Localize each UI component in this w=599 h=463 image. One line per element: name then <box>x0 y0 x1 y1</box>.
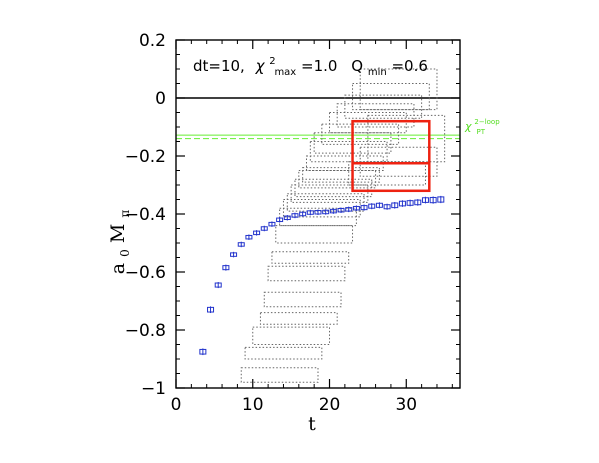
chpt-label-sup: 2−loop <box>474 118 500 126</box>
x-tick-label-0: 0 <box>171 395 182 415</box>
data-point-15 <box>314 209 322 215</box>
x-tick-label-3: 30 <box>395 395 417 415</box>
data-point-27 <box>406 199 414 207</box>
data-point-4 <box>230 251 238 258</box>
y-tick-label-5: 0 <box>155 89 166 109</box>
annotation-text: dt=10, χ 2 max =1.0 Q min =0.6 <box>193 50 428 79</box>
y-tick-label-1: −0.8 <box>125 321 166 341</box>
data-point-11 <box>283 215 291 221</box>
fit-box-2 <box>252 326 331 346</box>
fit-box-22 <box>352 83 430 111</box>
data-point-14 <box>306 209 314 216</box>
data-point-13 <box>299 211 307 217</box>
data-point-3 <box>222 264 230 271</box>
best-fit-box <box>351 119 431 193</box>
data-point-8 <box>260 225 268 232</box>
data-point-16 <box>322 209 330 215</box>
fit-box-1 <box>244 346 323 360</box>
fit-box-14 <box>302 167 380 183</box>
ticks-layer: −1 −0.8 −0.6 −0.4 −0.2 0 0.2 0 10 20 30 <box>125 31 460 415</box>
data-point-5 <box>237 241 245 248</box>
data-point-20 <box>352 205 360 211</box>
annotation-chi-sub: max <box>274 67 296 78</box>
data-points-layer <box>199 195 445 356</box>
data-point-2 <box>214 282 222 289</box>
fit-box-7 <box>275 225 354 244</box>
data-point-9 <box>268 221 276 227</box>
data-point-25 <box>391 201 399 209</box>
fit-box-26 <box>348 161 426 186</box>
annotation-q-sub: min <box>368 67 387 78</box>
data-point-7 <box>253 230 261 236</box>
data-point-30 <box>429 196 437 204</box>
y-tick-label-2: −0.6 <box>125 263 166 283</box>
fit-box-5 <box>267 265 346 282</box>
y-axis-title-sub: 0 <box>118 249 132 257</box>
y-axis-title-a: a <box>107 263 129 274</box>
best-fit-layer <box>351 119 431 193</box>
fit-box-4 <box>263 291 342 308</box>
chpt-label: χ 2−loop PT <box>464 117 503 136</box>
x-tick-label-1: 10 <box>242 395 264 415</box>
data-point-1 <box>207 306 215 314</box>
y-axis-title: a 0 M π <box>107 210 134 275</box>
y-tick-label-6: 0.2 <box>139 31 166 51</box>
data-point-24 <box>383 203 391 210</box>
data-point-19 <box>345 206 353 213</box>
annotation-chi-value: =1.0 <box>301 57 337 75</box>
annotation-q-value: =0.6 <box>391 57 427 75</box>
data-point-22 <box>368 203 376 210</box>
y-axis-title-sub2: π <box>118 210 132 218</box>
annotation-dt: dt=10, <box>193 57 245 75</box>
fit-box-9 <box>282 199 361 218</box>
data-point-28 <box>414 199 422 206</box>
fit-box-3 <box>259 312 338 325</box>
chpt-band-layer <box>176 97 460 140</box>
fit-box-11 <box>290 184 369 203</box>
x-axis-title: t <box>308 413 316 435</box>
data-point-18 <box>337 207 345 213</box>
fit-box-23 <box>359 68 438 111</box>
y-tick-label-4: −0.2 <box>125 147 166 167</box>
chpt-label-main: χ <box>464 120 472 133</box>
data-point-26 <box>398 200 406 207</box>
y-axis-title-m: M <box>107 224 129 243</box>
annotation-q: Q <box>351 57 363 75</box>
data-point-17 <box>329 208 337 214</box>
y-tick-label-0: −1 <box>141 379 166 399</box>
fit-box-6 <box>271 251 350 264</box>
fit-box-13 <box>298 170 377 189</box>
fit-box-8 <box>279 207 357 227</box>
annotation-chi-sup: 2 <box>269 56 275 67</box>
fit-box-12 <box>294 178 373 198</box>
data-point-10 <box>276 217 284 223</box>
fit-box-0 <box>240 367 319 383</box>
annotation-chi: χ <box>255 57 266 75</box>
data-point-23 <box>375 202 383 209</box>
chpt-label-sub: PT <box>477 128 486 136</box>
data-point-6 <box>245 234 253 240</box>
data-point-29 <box>421 196 429 204</box>
fit-box-10 <box>286 193 365 212</box>
data-point-31 <box>437 195 445 204</box>
fit-box-24 <box>367 114 446 163</box>
data-point-12 <box>291 212 299 219</box>
data-point-0 <box>199 348 207 356</box>
fit-box-21 <box>344 94 423 119</box>
y-tick-label-3: −0.4 <box>125 205 166 225</box>
data-point-21 <box>360 204 368 211</box>
x-tick-label-2: 20 <box>319 395 341 415</box>
